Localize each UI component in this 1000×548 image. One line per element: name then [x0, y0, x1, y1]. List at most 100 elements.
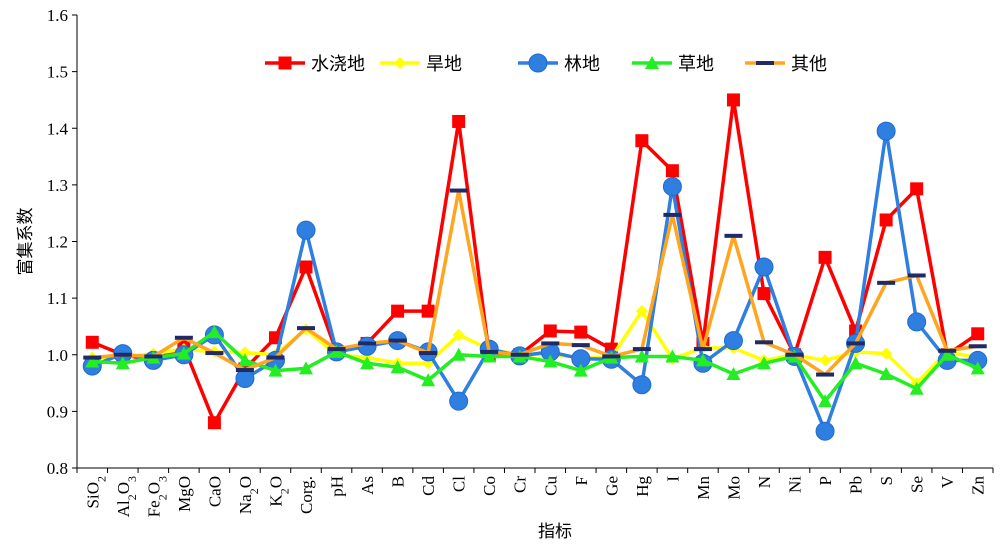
- x-tick-label: Cd: [419, 476, 438, 496]
- series-3-point: [482, 349, 497, 363]
- series-line-3: [92, 330, 979, 403]
- series-4-point: [877, 280, 896, 285]
- x-tick-label: Mn: [694, 476, 713, 500]
- x-tick-label: Se: [908, 476, 927, 493]
- series-4-point: [358, 341, 377, 346]
- series-0-point: [757, 287, 771, 301]
- y-tick-label: 1.6: [47, 6, 68, 25]
- series-0-point: [421, 304, 435, 318]
- series-2-point: [632, 375, 652, 395]
- series-4-point: [602, 354, 621, 359]
- x-tick-label: K2O: [266, 476, 291, 507]
- series-2-point: [449, 391, 469, 411]
- series-2-point: [907, 312, 927, 332]
- series-3-point: [634, 349, 649, 363]
- series-3-point: [970, 361, 985, 375]
- series-3-point: [451, 347, 466, 361]
- series-3-point: [543, 354, 558, 368]
- legend-label-4: 其他: [791, 54, 827, 75]
- x-axis-title: 指标: [538, 522, 572, 542]
- series-3-point: [115, 356, 130, 370]
- series-4-point: [266, 355, 285, 360]
- series-0-point: [635, 134, 649, 148]
- series-0-point: [207, 416, 221, 430]
- series-2-point: [754, 257, 774, 277]
- series-4-point: [907, 273, 926, 278]
- y-tick-label: 1.3: [47, 176, 68, 195]
- legend-label-0: 水浇地: [311, 54, 365, 75]
- x-tick-label: V: [938, 475, 957, 488]
- x-tick-label: Pb: [847, 476, 866, 494]
- series-3-point: [421, 373, 436, 387]
- series-3-point: [268, 363, 283, 377]
- series-1-point: [635, 305, 648, 318]
- series-0-point: [910, 182, 924, 196]
- legend-label-3: 草地: [678, 54, 714, 75]
- series-4-point: [693, 347, 712, 352]
- x-tick-label: Corg.: [297, 476, 316, 514]
- y-tick-label: 1.5: [47, 63, 68, 82]
- series-4-point: [724, 233, 743, 238]
- series-4-point: [388, 338, 407, 343]
- x-tick-label: I: [663, 476, 682, 482]
- series-4-point: [297, 326, 315, 331]
- series-4-point: [663, 212, 682, 217]
- x-tick-label: pH: [328, 476, 347, 497]
- y-axis-title: 富集系数: [16, 208, 36, 276]
- x-tick-label: SiO2: [83, 476, 108, 508]
- series-0-point: [574, 325, 588, 339]
- x-tick-label: Mo: [724, 476, 743, 500]
- x-tick-label: Co: [480, 476, 499, 496]
- series-1-point: [880, 347, 893, 360]
- series-4-point: [938, 348, 957, 353]
- series-4-point: [968, 344, 987, 349]
- series-3-point: [85, 354, 100, 368]
- legend-marker-0: [278, 56, 292, 70]
- series-4-point: [541, 341, 560, 346]
- series-3-point: [573, 363, 588, 377]
- series-1-point: [819, 354, 832, 367]
- series-4-point: [755, 340, 773, 345]
- series-3-point: [818, 394, 833, 408]
- legend-marker-2: [528, 53, 548, 73]
- legend-marker-3: [645, 56, 659, 69]
- y-tick-label: 0.8: [47, 459, 68, 478]
- series-3-point: [757, 356, 771, 370]
- x-tick-label: CaO: [205, 476, 224, 507]
- series-2-point: [235, 369, 255, 389]
- series-4-point: [327, 347, 346, 352]
- series-0-point: [391, 304, 405, 318]
- x-tick-label: Zn: [969, 476, 988, 495]
- x-tick-label: MgO: [175, 476, 194, 512]
- series-3-point: [909, 381, 924, 395]
- series-line-2: [91, 129, 978, 433]
- series-0-point: [452, 114, 466, 128]
- legend-marker-1: [394, 57, 406, 69]
- y-tick-label: 1.0: [47, 346, 68, 365]
- series-3-point: [390, 360, 405, 374]
- x-tick-label: Fe2O3: [144, 476, 169, 517]
- series-2-point: [296, 220, 316, 240]
- x-tick-label: Cl: [450, 476, 469, 492]
- series-0-point: [665, 164, 679, 178]
- series-3-point: [879, 367, 894, 381]
- x-tick-label: Na2O: [236, 476, 261, 514]
- series-4-point: [113, 352, 132, 357]
- x-tick-label: S: [877, 476, 896, 485]
- x-tick-label: F: [572, 476, 591, 485]
- series-1-point: [452, 328, 465, 341]
- series-4-point: [419, 351, 438, 356]
- series-3-point: [176, 346, 191, 360]
- series-3-point: [726, 367, 741, 381]
- x-tick-label: Cr: [511, 476, 530, 493]
- series-0-point: [879, 213, 893, 227]
- series-2-point: [815, 421, 835, 441]
- series-2-point: [662, 177, 682, 197]
- series-3-point: [360, 356, 375, 370]
- series-0-point: [85, 335, 99, 349]
- series-0-point: [818, 250, 832, 264]
- series-3-point: [237, 353, 252, 367]
- series-4-point: [816, 372, 835, 377]
